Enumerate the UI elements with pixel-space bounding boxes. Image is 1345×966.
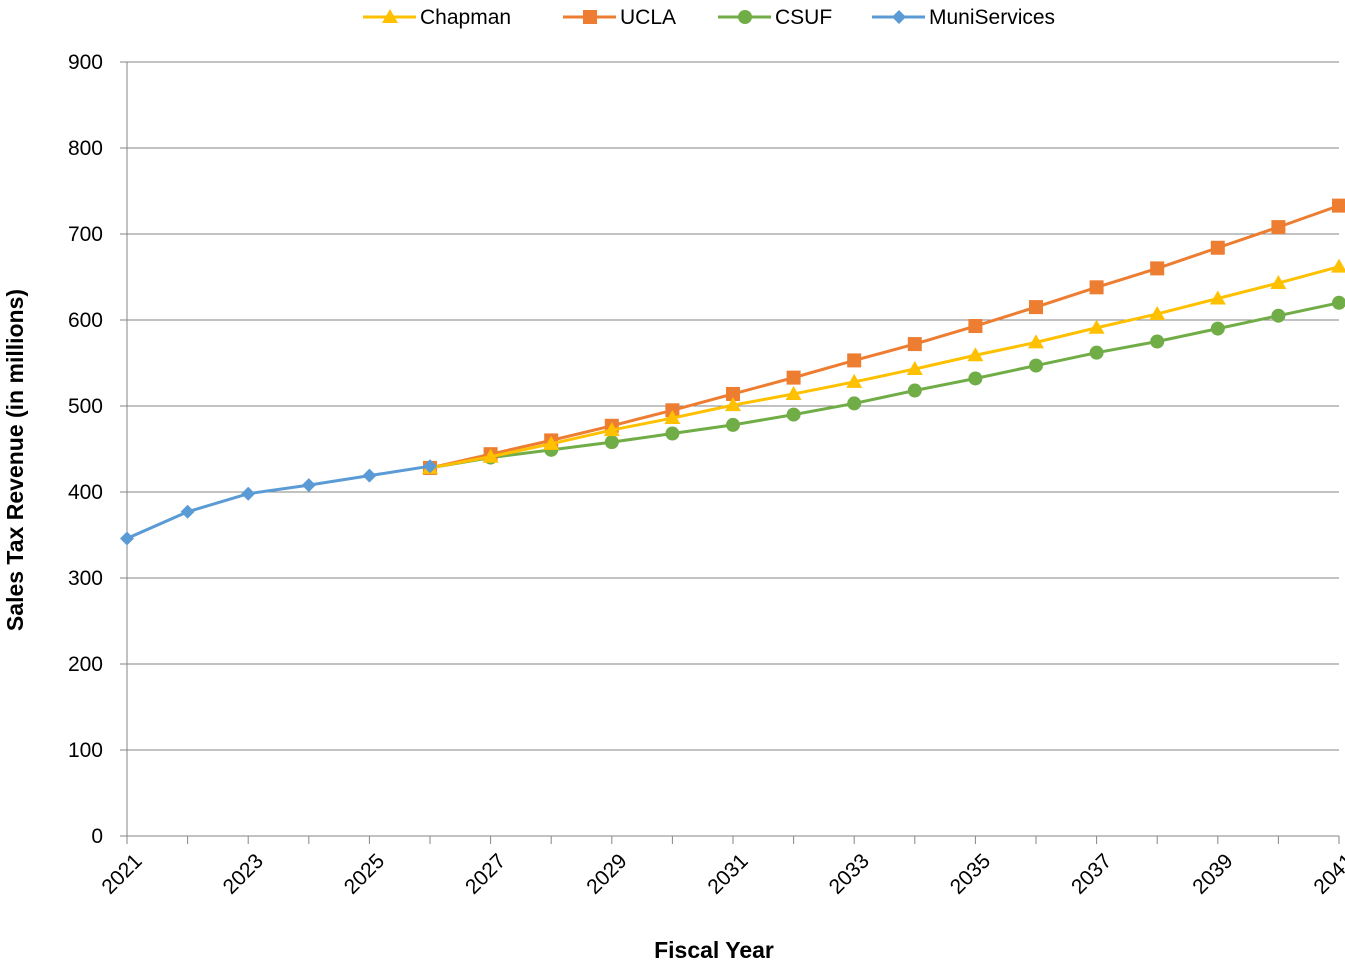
- data-point-chapman: [846, 373, 863, 388]
- data-point-muniservices: [362, 468, 377, 483]
- data-point-csuf: [1332, 295, 1345, 310]
- series-csuf: [423, 295, 1345, 475]
- x-tick-label: 2033: [825, 849, 874, 898]
- legend-item-csuf: CSUF: [718, 6, 832, 29]
- data-point-csuf: [604, 435, 619, 450]
- data-point-ucla: [1271, 220, 1286, 235]
- series-ucla: [423, 198, 1345, 475]
- data-point-chapman: [785, 385, 802, 400]
- x-tick-label: 2023: [219, 849, 268, 898]
- data-point-csuf: [1271, 308, 1286, 323]
- legend-marker-chapman: [382, 9, 398, 23]
- y-tick-label: 900: [68, 51, 103, 74]
- legend-item-muniservices: MuniServices: [872, 6, 1055, 29]
- data-point-csuf: [847, 396, 862, 411]
- data-point-chapman: [1088, 319, 1105, 334]
- data-point-chapman: [1270, 275, 1287, 290]
- data-point-ucla: [1089, 280, 1104, 295]
- x-tick-label: 2021: [97, 849, 146, 898]
- x-tick-label: 2029: [582, 849, 631, 898]
- x-axis-title: Fiscal Year: [654, 937, 774, 963]
- series-muniservices: [120, 459, 437, 546]
- data-series: [120, 198, 1345, 546]
- y-tick-label: 300: [68, 567, 103, 590]
- legend-marker-csuf: [738, 10, 752, 24]
- data-point-csuf: [665, 426, 680, 441]
- series-line-chapman: [429, 265, 1340, 470]
- data-point-chapman: [603, 422, 620, 437]
- axes: 0 100 200 300 400 500 600 700 800 900 2021 2023 2025…: [68, 51, 1345, 899]
- legend-label: CSUF: [775, 6, 832, 29]
- y-tick-label: 800: [68, 137, 103, 160]
- data-point-ucla: [907, 337, 922, 352]
- data-point-ucla: [786, 370, 801, 385]
- legend-item-ucla: UCLA: [563, 6, 676, 29]
- data-point-csuf: [968, 371, 983, 386]
- data-point-muniservices: [301, 478, 316, 493]
- y-tick-label: 700: [68, 223, 103, 246]
- y-tick-label: 200: [68, 653, 103, 676]
- data-point-muniservices: [423, 459, 437, 474]
- data-point-chapman: [906, 361, 923, 376]
- data-point-csuf: [1089, 345, 1104, 360]
- data-point-csuf: [907, 383, 922, 398]
- data-point-ucla: [1332, 198, 1345, 213]
- legend-marker-ucla: [583, 10, 597, 24]
- data-point-chapman: [967, 347, 984, 362]
- data-point-chapman: [1028, 334, 1044, 349]
- x-tick-label: 2037: [1067, 849, 1116, 898]
- y-tick-label: 600: [68, 309, 103, 332]
- series-line-csuf: [429, 301, 1340, 470]
- data-point-muniservices: [241, 486, 256, 501]
- data-point-csuf: [1029, 358, 1043, 373]
- data-point-csuf: [726, 417, 740, 432]
- data-point-chapman: [725, 397, 741, 412]
- data-point-ucla: [968, 319, 983, 334]
- series-line-muniservices: [126, 464, 431, 540]
- legend: Chapman UCLA CSUF MuniServices: [363, 6, 1055, 29]
- y-tick-label: 500: [68, 395, 103, 418]
- legend-label: UCLA: [620, 6, 676, 29]
- data-point-ucla: [1029, 300, 1043, 315]
- data-point-ucla: [1150, 261, 1165, 276]
- data-point-muniservices: [180, 504, 195, 519]
- data-point-chapman: [1209, 290, 1226, 305]
- data-point-chapman: [664, 410, 681, 425]
- legend-marker-muniservices: [892, 10, 906, 24]
- x-tick-label: 2041: [1309, 849, 1345, 898]
- data-point-csuf: [1210, 321, 1225, 336]
- data-point-chapman: [543, 435, 560, 450]
- data-point-chapman: [482, 448, 499, 463]
- legend-label: MuniServices: [929, 6, 1055, 29]
- data-point-csuf: [786, 407, 801, 422]
- x-tick-label: 2035: [946, 849, 995, 898]
- y-tick-label: 400: [68, 481, 103, 504]
- legend-label: Chapman: [420, 6, 511, 29]
- data-point-ucla: [726, 386, 740, 401]
- data-point-csuf: [1150, 334, 1165, 349]
- y-axis-title: Sales Tax Revenue (in millions): [2, 289, 28, 631]
- legend-item-chapman: Chapman: [363, 6, 511, 29]
- y-tick-label: 100: [68, 739, 103, 762]
- data-point-chapman: [1331, 258, 1345, 273]
- data-point-chapman: [1149, 305, 1166, 320]
- x-tick-label: 2025: [340, 849, 389, 898]
- data-point-ucla: [1210, 240, 1225, 255]
- data-point-muniservices: [120, 531, 134, 546]
- x-tick-label: 2031: [703, 849, 752, 898]
- x-tick-label: 2027: [461, 849, 510, 898]
- y-tick-label: 0: [91, 825, 103, 848]
- data-point-ucla: [847, 353, 862, 368]
- x-tick-label: 2039: [1188, 849, 1237, 898]
- series-chapman: [422, 258, 1345, 474]
- series-line-ucla: [429, 204, 1340, 470]
